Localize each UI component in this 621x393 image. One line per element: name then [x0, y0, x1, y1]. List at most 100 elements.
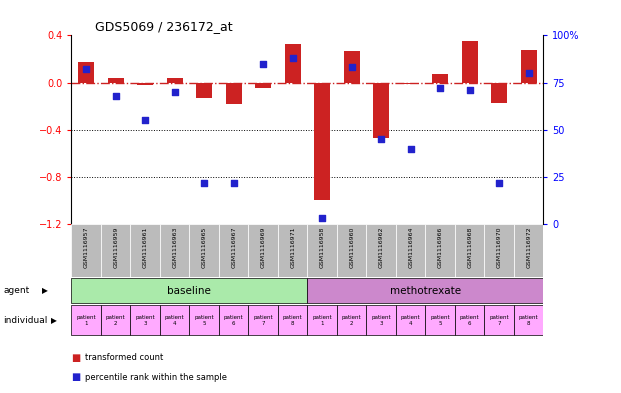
Bar	[307, 224, 337, 277]
Text: GSM1116962: GSM1116962	[379, 227, 384, 268]
Text: GSM1116959: GSM1116959	[113, 227, 118, 268]
Point	[170, 89, 179, 95]
Bar	[196, 83, 212, 98]
Bar	[101, 305, 130, 335]
Bar	[278, 305, 307, 335]
Bar	[432, 74, 448, 83]
Bar	[189, 224, 219, 277]
Bar	[514, 305, 543, 335]
Bar	[278, 224, 307, 277]
Bar	[78, 62, 94, 83]
Bar	[225, 83, 242, 104]
Point	[288, 55, 297, 61]
Text: patient
2: patient 2	[106, 315, 125, 326]
Point	[435, 85, 445, 91]
Bar	[219, 224, 248, 277]
Text: GSM1116958: GSM1116958	[320, 227, 325, 268]
Bar	[137, 83, 153, 85]
Bar	[425, 224, 455, 277]
Text: GSM1116966: GSM1116966	[438, 227, 443, 268]
Text: GSM1116960: GSM1116960	[349, 227, 354, 268]
Text: GSM1116961: GSM1116961	[143, 227, 148, 268]
Bar	[107, 78, 124, 83]
Bar	[307, 278, 543, 303]
Text: GSM1116970: GSM1116970	[497, 227, 502, 268]
Bar	[373, 83, 389, 138]
Bar	[71, 224, 101, 277]
Text: baseline: baseline	[168, 286, 211, 296]
Point	[524, 70, 533, 76]
Text: agent: agent	[3, 286, 29, 295]
Text: patient
5: patient 5	[194, 315, 214, 326]
Point	[258, 61, 268, 67]
Text: individual: individual	[3, 316, 47, 325]
Point	[376, 136, 386, 142]
Text: patient
3: patient 3	[135, 315, 155, 326]
Point	[199, 179, 209, 185]
Text: transformed count: transformed count	[85, 353, 163, 362]
Text: GSM1116957: GSM1116957	[84, 227, 89, 268]
Text: patient
7: patient 7	[253, 315, 273, 326]
Text: GSM1116964: GSM1116964	[408, 227, 413, 268]
Text: patient
4: patient 4	[401, 315, 420, 326]
Text: patient
1: patient 1	[312, 315, 332, 326]
Bar	[366, 305, 396, 335]
Text: patient
6: patient 6	[460, 315, 479, 326]
Bar	[425, 305, 455, 335]
Bar	[461, 41, 478, 83]
Bar	[71, 305, 101, 335]
Text: GSM1116965: GSM1116965	[202, 227, 207, 268]
Bar	[248, 224, 278, 277]
Point	[140, 117, 150, 123]
Bar	[520, 50, 537, 83]
Bar	[514, 224, 543, 277]
Bar	[491, 83, 507, 103]
Point	[81, 66, 91, 72]
Bar	[166, 78, 183, 83]
Point	[465, 87, 474, 93]
Text: methotrexate: methotrexate	[390, 286, 461, 296]
Text: GSM1116972: GSM1116972	[526, 227, 531, 268]
Bar	[160, 305, 189, 335]
Bar	[337, 224, 366, 277]
Bar	[402, 83, 419, 84]
Point	[111, 93, 120, 99]
Bar	[484, 224, 514, 277]
Bar	[160, 224, 189, 277]
Bar	[337, 305, 366, 335]
Text: GSM1116963: GSM1116963	[172, 227, 177, 268]
Text: patient
8: patient 8	[283, 315, 302, 326]
Bar	[71, 278, 307, 303]
Point	[317, 215, 327, 222]
Text: ▶: ▶	[51, 316, 57, 325]
Bar	[255, 83, 271, 88]
Bar	[396, 305, 425, 335]
Text: percentile rank within the sample: percentile rank within the sample	[85, 373, 227, 382]
Text: patient
1: patient 1	[76, 315, 96, 326]
Text: ■: ■	[71, 353, 81, 363]
Text: patient
7: patient 7	[489, 315, 509, 326]
Text: patient
5: patient 5	[430, 315, 450, 326]
Bar	[189, 305, 219, 335]
Text: patient
8: patient 8	[519, 315, 538, 326]
Text: GSM1116971: GSM1116971	[290, 227, 295, 268]
Bar	[455, 224, 484, 277]
Point	[494, 179, 504, 185]
Bar	[455, 305, 484, 335]
Text: patient
3: patient 3	[371, 315, 391, 326]
Bar	[343, 51, 360, 83]
Point	[347, 64, 356, 71]
Text: GSM1116967: GSM1116967	[231, 227, 236, 268]
Text: GSM1116969: GSM1116969	[261, 227, 266, 268]
Text: patient
4: patient 4	[165, 315, 184, 326]
Text: ▶: ▶	[42, 286, 48, 295]
Bar	[314, 83, 330, 200]
Bar	[307, 305, 337, 335]
Text: patient
6: patient 6	[224, 315, 243, 326]
Bar	[101, 224, 130, 277]
Bar	[248, 305, 278, 335]
Bar	[219, 305, 248, 335]
Text: ■: ■	[71, 372, 81, 382]
Bar	[366, 224, 396, 277]
Bar	[284, 44, 301, 83]
